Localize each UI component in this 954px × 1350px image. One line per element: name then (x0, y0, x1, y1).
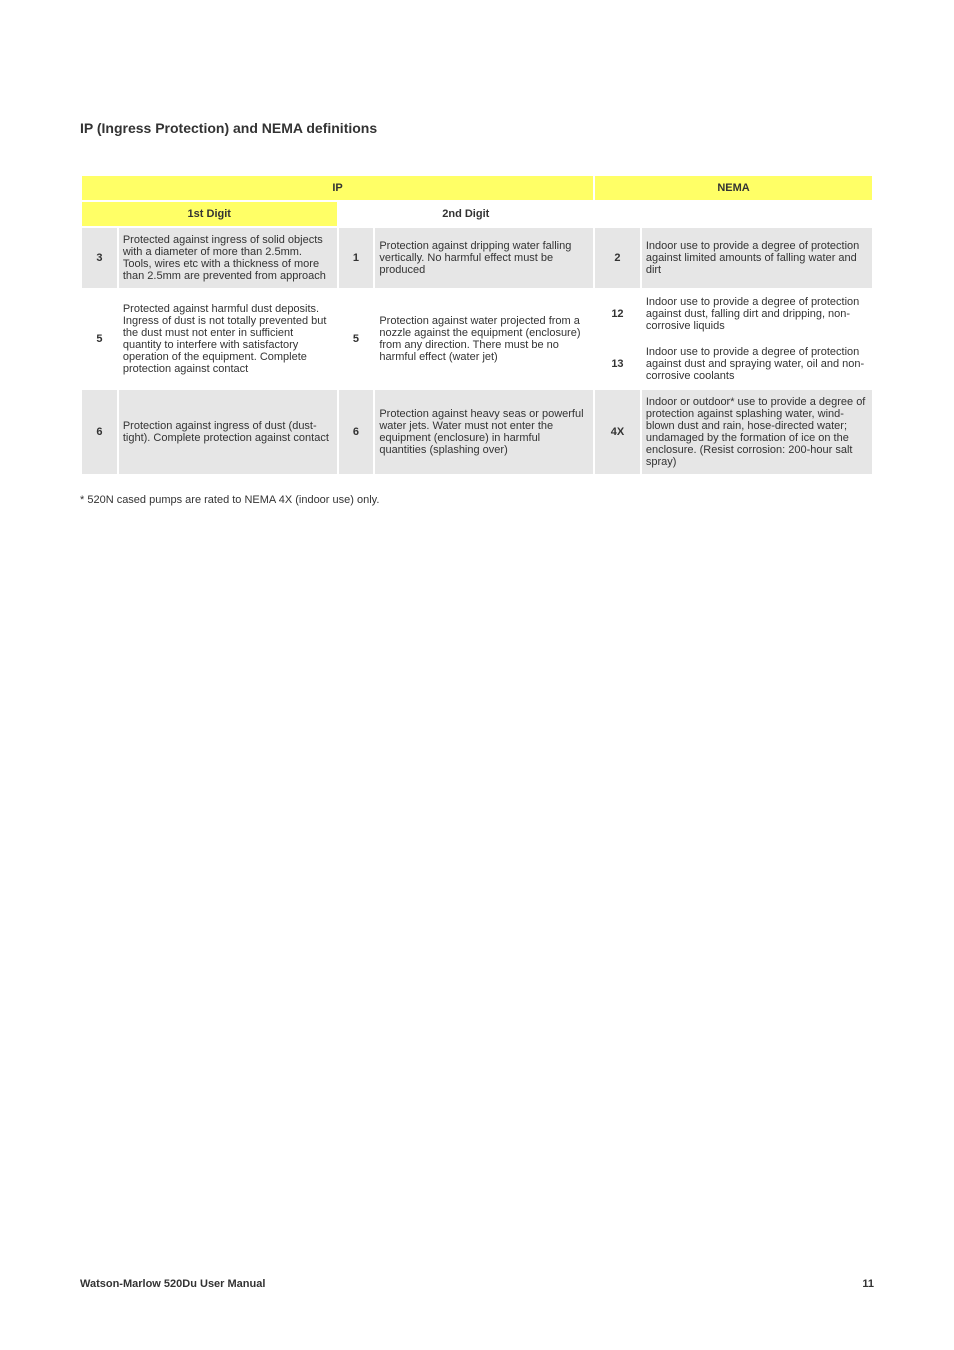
page-number: 11 (862, 1278, 874, 1290)
nema-num: 13 (595, 340, 640, 388)
nema-desc: Indoor use to provide a degree of protec… (642, 290, 872, 338)
definitions-table: IP NEMA 1st Digit 2nd Digit 3 Protected … (80, 174, 874, 476)
table-header: IP NEMA 1st Digit 2nd Digit (82, 176, 872, 226)
definitions-table-wrap: IP NEMA 1st Digit 2nd Digit 3 Protected … (80, 174, 874, 476)
nema-desc: Indoor or outdoor* use to provide a degr… (642, 390, 872, 474)
table-body: 3 Protected against ingress of solid obj… (82, 228, 872, 474)
nema-num: 2 (595, 228, 640, 288)
header-second-digit: 2nd Digit (339, 202, 594, 226)
document-page: IP (Ingress Protection) and NEMA definit… (0, 0, 954, 1350)
ip1-desc: Protected against ingress of solid objec… (119, 228, 337, 288)
ip1-digit: 6 (82, 390, 117, 474)
nema-num: 12 (595, 290, 640, 338)
ip1-desc: Protection against ingress of dust (dust… (119, 390, 337, 474)
header-nema-blank (595, 202, 872, 226)
ip2-digit: 1 (339, 228, 374, 288)
nema-num: 4X (595, 390, 640, 474)
ip1-digit: 3 (82, 228, 117, 288)
header-nema: NEMA (595, 176, 872, 200)
footnote: * 520N cased pumps are rated to NEMA 4X … (80, 494, 874, 506)
table-row: 6 Protection against ingress of dust (du… (82, 390, 872, 474)
footer-title: Watson-Marlow 520Du User Manual (80, 1278, 265, 1290)
section-heading: IP (Ingress Protection) and NEMA definit… (80, 120, 874, 136)
header-ip: IP (82, 176, 593, 200)
ip1-desc: Protected against harmful dust deposits.… (119, 290, 337, 388)
header-first-digit: 1st Digit (82, 202, 337, 226)
ip2-desc: Protection against water projected from … (375, 290, 593, 388)
table-row: 3 Protected against ingress of solid obj… (82, 228, 872, 288)
nema-desc: Indoor use to provide a degree of protec… (642, 228, 872, 288)
ip2-desc: Protection against heavy seas or powerfu… (375, 390, 593, 474)
page-footer: Watson-Marlow 520Du User Manual 11 (80, 1278, 874, 1290)
table-row: 5 Protected against harmful dust deposit… (82, 290, 872, 338)
ip2-desc: Protection against dripping water fallin… (375, 228, 593, 288)
ip1-digit: 5 (82, 290, 117, 388)
ip2-digit: 5 (339, 290, 374, 388)
ip2-digit: 6 (339, 390, 374, 474)
nema-desc: Indoor use to provide a degree of protec… (642, 340, 872, 388)
